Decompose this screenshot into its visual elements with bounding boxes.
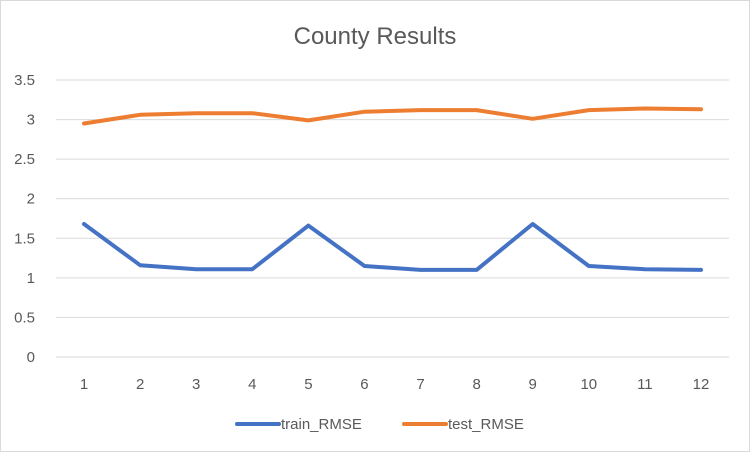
x-tick-label: 9 (529, 376, 537, 393)
y-tick-label: 1 (27, 270, 35, 287)
chart-title: County Results (293, 23, 457, 50)
x-tick-label: 6 (360, 376, 368, 393)
x-tick-label: 1 (80, 376, 88, 393)
x-tick-label: 4 (248, 376, 256, 393)
y-tick-label: 3 (27, 112, 35, 129)
x-tick-label: 3 (192, 376, 200, 393)
y-tick-label: 3.5 (14, 72, 35, 89)
x-axis: 1 2 3 4 5 6 7 8 9 10 11 12 (80, 376, 709, 393)
series-line-test_RMSE (82, 106, 703, 126)
x-tick-label: 2 (136, 376, 144, 393)
x-tick-label: 5 (304, 376, 312, 393)
gridlines (56, 79, 729, 358)
series-lines (82, 106, 703, 272)
series-line-train_RMSE (82, 222, 703, 272)
x-tick-label: 10 (580, 376, 597, 393)
x-tick-label: 12 (693, 376, 710, 393)
y-axis: 0 0.5 1 1.5 2 2.5 3 3.5 (14, 72, 35, 366)
y-tick-label: 0 (27, 349, 35, 366)
legend-label: test_RMSE (448, 416, 524, 433)
x-tick-label: 7 (416, 376, 424, 393)
x-tick-label: 8 (472, 376, 480, 393)
y-tick-label: 1.5 (14, 230, 35, 247)
y-tick-label: 2.5 (14, 151, 35, 168)
y-tick-label: 2 (27, 191, 35, 208)
legend-label: train_RMSE (281, 416, 362, 433)
y-tick-label: 0.5 (14, 309, 35, 326)
x-tick-label: 11 (637, 376, 653, 393)
legend: train_RMSE test_RMSE (235, 416, 524, 433)
